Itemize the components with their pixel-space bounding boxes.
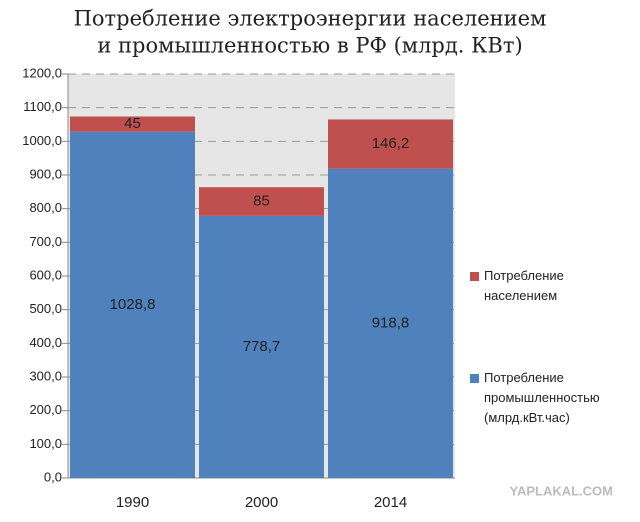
bar-segment bbox=[70, 131, 195, 478]
y-tick-label: 200,0 bbox=[29, 402, 62, 417]
x-tick-label: 2000 bbox=[245, 494, 278, 511]
value-label: 146,2 bbox=[372, 135, 410, 152]
legend-swatch bbox=[470, 272, 479, 281]
y-tick-label: 1000,0 bbox=[22, 133, 62, 148]
value-label: 918,8 bbox=[372, 314, 410, 331]
y-tick-label: 800,0 bbox=[29, 200, 62, 215]
chart-title: Потребление электроэнергии населением bbox=[74, 7, 547, 31]
watermark: YAPLAKAL.COM bbox=[509, 483, 613, 498]
y-tick-label: 500,0 bbox=[29, 301, 62, 316]
x-tick-label: 2014 bbox=[374, 494, 407, 511]
y-tick-label: 100,0 bbox=[29, 436, 62, 451]
y-tick-label: 900,0 bbox=[29, 166, 62, 181]
bar-segment bbox=[199, 187, 324, 216]
y-tick-label: 0,0 bbox=[44, 469, 62, 484]
y-tick-label: 300,0 bbox=[29, 368, 62, 383]
legend-label: Потребление населением bbox=[484, 268, 564, 303]
value-label: 45 bbox=[124, 115, 141, 132]
bar-segment bbox=[70, 116, 195, 132]
x-tick-label: 1990 bbox=[116, 494, 149, 511]
y-tick-label: 1100,0 bbox=[23, 99, 62, 114]
bar-segment bbox=[328, 168, 453, 479]
bar-segment bbox=[199, 215, 324, 479]
value-label: 85 bbox=[253, 192, 270, 209]
y-tick-label: 400,0 bbox=[29, 335, 62, 350]
value-label: 778,7 bbox=[243, 338, 281, 355]
y-tick-label: 1200,0 bbox=[22, 65, 62, 80]
y-tick-label: 700,0 bbox=[29, 234, 62, 249]
legend-swatch bbox=[470, 374, 479, 383]
legend-label: Потребление промышленностью (млрд.кВт.час) bbox=[484, 370, 600, 425]
chart-title: и промышленностью в РФ (млрд. КВт) bbox=[97, 34, 522, 58]
bar-segment bbox=[328, 119, 453, 169]
value-label: 1028,8 bbox=[110, 296, 156, 313]
y-tick-label: 600,0 bbox=[29, 267, 62, 282]
